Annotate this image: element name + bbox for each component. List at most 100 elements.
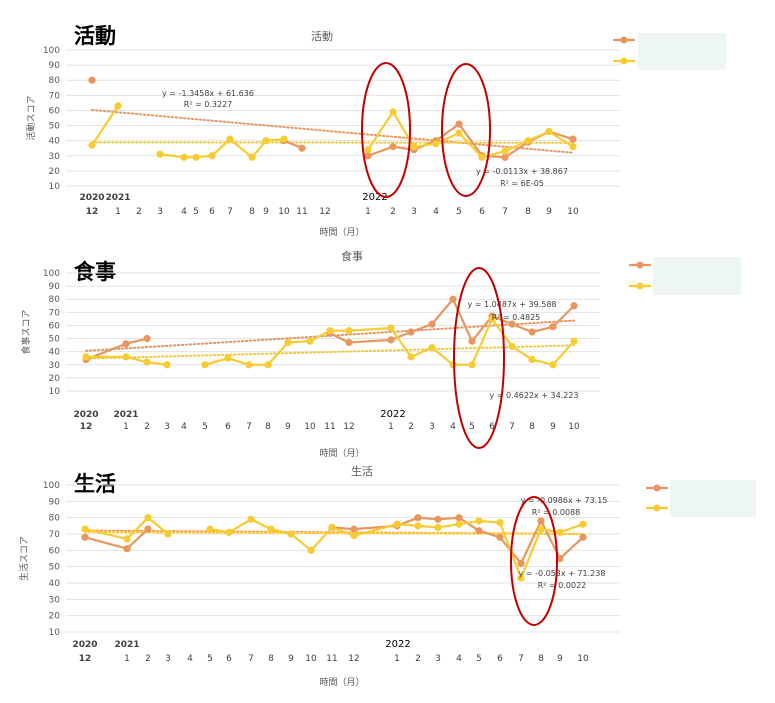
data-point bbox=[206, 525, 214, 533]
legend-box-life bbox=[670, 480, 756, 517]
y-tick-label: 50 bbox=[49, 563, 61, 573]
data-point bbox=[350, 532, 358, 540]
x-tick-label: 12 bbox=[348, 654, 359, 664]
data-point bbox=[345, 338, 353, 347]
data-point bbox=[280, 135, 288, 143]
x-tick-label: 8 bbox=[265, 422, 271, 432]
x-tick-label: 3 bbox=[157, 207, 163, 217]
year-label: 2020 bbox=[73, 410, 98, 420]
x-tick-label: 7 bbox=[227, 207, 233, 217]
data-point bbox=[475, 527, 483, 535]
legend-box-meal bbox=[653, 257, 741, 295]
y-axis-label: 生活スコア bbox=[18, 536, 30, 581]
data-point bbox=[248, 153, 256, 161]
x-axis-label: 時間（月） bbox=[319, 227, 364, 238]
y-axis-label: 食事スコア bbox=[20, 309, 32, 354]
x-tick-label: 5 bbox=[476, 654, 482, 664]
x-axis-label: 時間（月） bbox=[319, 448, 364, 459]
data-point bbox=[156, 150, 164, 158]
data-point bbox=[468, 337, 476, 345]
year-label: 2020 bbox=[72, 640, 97, 650]
data-point bbox=[225, 528, 233, 536]
data-point bbox=[143, 358, 151, 366]
trendline-equation: y = 1.0487x + 39.588 bbox=[467, 300, 556, 309]
x-tick-label: 9 bbox=[546, 207, 552, 217]
y-tick-label: 70 bbox=[49, 91, 61, 101]
data-point bbox=[449, 361, 457, 369]
x-tick-label: 11 bbox=[296, 207, 307, 217]
y-tick-label: 60 bbox=[49, 106, 61, 116]
x-tick-label: 2 bbox=[144, 422, 150, 432]
x-tick-label: 6 bbox=[226, 654, 232, 664]
x-tick-label: 3 bbox=[164, 422, 170, 432]
legend-marker bbox=[620, 57, 628, 65]
data-point bbox=[350, 525, 358, 533]
data-point bbox=[122, 353, 130, 361]
data-point bbox=[449, 295, 457, 303]
data-point bbox=[501, 147, 509, 155]
x-tick-label: 4 bbox=[450, 422, 456, 432]
x-tick-label: 1 bbox=[365, 207, 371, 217]
x-tick-label: 10 bbox=[304, 422, 316, 432]
data-point bbox=[428, 344, 436, 352]
legend-marker bbox=[620, 36, 628, 44]
x-tick-label: 10 bbox=[577, 654, 589, 664]
y-tick-label: 100 bbox=[43, 269, 60, 279]
data-point bbox=[201, 361, 209, 369]
y-tick-label: 10 bbox=[49, 387, 61, 397]
x-tick-label: 1 bbox=[124, 654, 130, 664]
legend-marker bbox=[636, 261, 644, 269]
x-tick-label: 3 bbox=[411, 207, 417, 217]
data-point bbox=[407, 353, 415, 361]
data-point bbox=[579, 520, 587, 528]
y-tick-label: 50 bbox=[49, 335, 61, 345]
x-tick-label: 2 bbox=[408, 422, 414, 432]
x-tick-label: 12 bbox=[79, 654, 92, 664]
y-tick-label: 60 bbox=[49, 321, 61, 331]
x-tick-label: 12 bbox=[343, 422, 354, 432]
legend-marker bbox=[636, 282, 644, 290]
x-tick-label: 10 bbox=[305, 654, 317, 664]
y-tick-label: 30 bbox=[49, 152, 61, 162]
data-point bbox=[579, 533, 587, 541]
data-point bbox=[208, 152, 216, 160]
x-tick-label: 5 bbox=[207, 654, 213, 664]
y-tick-label: 50 bbox=[49, 122, 61, 132]
panel-title-life: 生活 bbox=[74, 472, 116, 496]
data-point bbox=[537, 517, 545, 525]
x-tick-label: 5 bbox=[456, 207, 462, 217]
data-point bbox=[144, 514, 152, 522]
trendline bbox=[91, 108, 574, 154]
x-tick-label: 9 bbox=[550, 422, 556, 432]
data-point bbox=[407, 328, 415, 336]
data-point bbox=[569, 135, 577, 143]
chart-panel-meal: 食事 10 20 30 40 50 60 70 80 90 100 食事 食事スコア 12 1 2 3 4 5 6 7… bbox=[0, 243, 775, 465]
y-tick-label: 100 bbox=[43, 46, 60, 56]
y-tick-label: 20 bbox=[49, 374, 61, 384]
x-tick-label: 2 bbox=[136, 207, 142, 217]
year-label: 2021 bbox=[113, 410, 138, 420]
x-tick-label: 3 bbox=[429, 422, 435, 432]
data-point bbox=[570, 337, 578, 345]
x-tick-label: 4 bbox=[433, 207, 439, 217]
x-tick-label: 3 bbox=[435, 654, 441, 664]
x-axis-label: 時間（月） bbox=[319, 677, 364, 688]
data-point bbox=[345, 327, 353, 335]
series-line bbox=[329, 298, 575, 344]
data-point bbox=[517, 559, 525, 567]
chart-title: 生活 bbox=[351, 464, 373, 478]
trendline-r2: R² = 6E-05 bbox=[500, 179, 544, 188]
data-point bbox=[414, 514, 422, 522]
series-line bbox=[367, 110, 574, 159]
data-point bbox=[455, 514, 463, 522]
trendline-r2: R² = 0.3227 bbox=[184, 100, 233, 109]
data-point bbox=[528, 328, 536, 336]
data-point bbox=[88, 76, 96, 84]
y-tick-label: 70 bbox=[49, 530, 61, 540]
data-point bbox=[114, 102, 122, 110]
x-tick-label: 9 bbox=[557, 654, 563, 664]
x-tick-label: 5 bbox=[469, 422, 475, 432]
data-point bbox=[163, 361, 171, 369]
highlight-ellipse bbox=[441, 63, 491, 197]
trendline-equation: y = -0.0113x + 38.867 bbox=[476, 167, 568, 176]
